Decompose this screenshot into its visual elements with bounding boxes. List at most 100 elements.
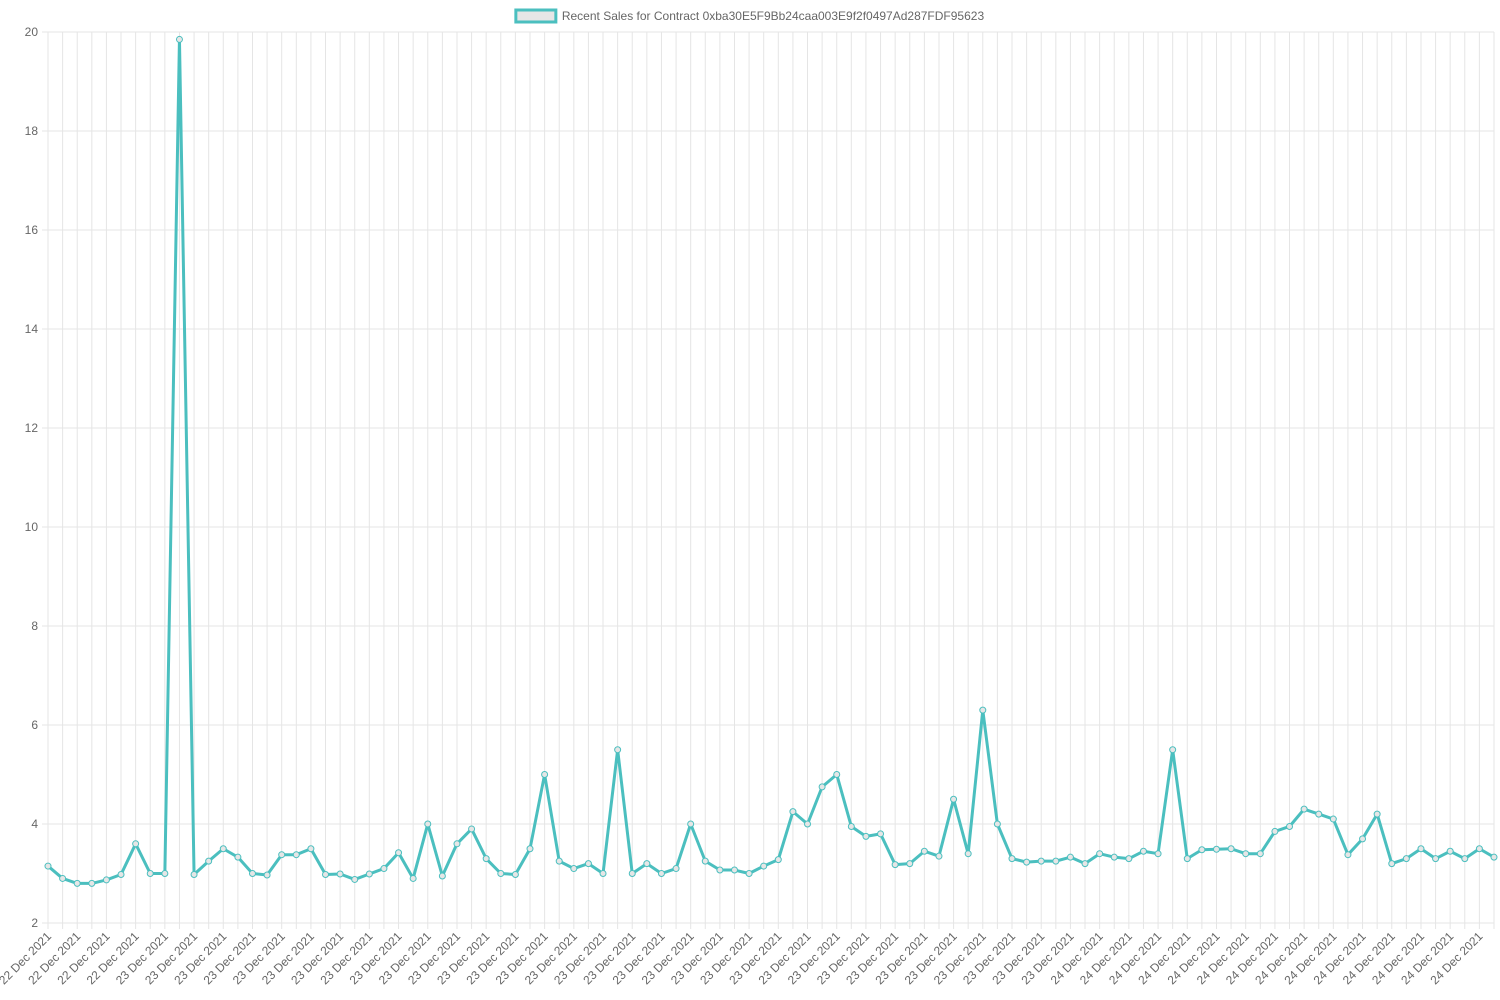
legend-label[interactable]: Recent Sales for Contract 0xba30E5F9Bb24… xyxy=(562,9,985,23)
data-point[interactable] xyxy=(1256,850,1264,858)
data-point[interactable] xyxy=(570,865,578,873)
data-point[interactable] xyxy=(847,822,855,830)
data-point[interactable] xyxy=(643,860,651,868)
data-point[interactable] xyxy=(1329,815,1337,823)
data-point[interactable] xyxy=(1388,860,1396,868)
data-point[interactable] xyxy=(1359,835,1367,843)
legend-swatch[interactable] xyxy=(514,8,558,24)
data-point[interactable] xyxy=(599,870,607,877)
data-point[interactable] xyxy=(292,851,300,859)
data-point[interactable] xyxy=(979,706,987,714)
data-point[interactable] xyxy=(453,840,461,848)
data-point[interactable] xyxy=(687,820,695,828)
data-point[interactable] xyxy=(1183,855,1191,863)
data-point[interactable] xyxy=(1402,855,1410,863)
data-point[interactable] xyxy=(1066,853,1074,861)
data-point[interactable] xyxy=(117,870,125,878)
data-point[interactable] xyxy=(935,852,943,860)
data-point[interactable] xyxy=(541,771,549,778)
data-point[interactable] xyxy=(716,866,724,874)
data-point[interactable] xyxy=(1125,855,1133,863)
data-point[interactable] xyxy=(774,856,782,864)
data-point[interactable] xyxy=(1198,846,1206,854)
data-point[interactable] xyxy=(1023,858,1031,866)
data-point[interactable] xyxy=(511,870,519,878)
data-point[interactable] xyxy=(862,832,870,840)
data-point[interactable] xyxy=(1227,845,1235,853)
data-point[interactable] xyxy=(1315,810,1323,818)
data-point[interactable] xyxy=(1300,805,1308,813)
data-point[interactable] xyxy=(877,830,885,838)
data-point[interactable] xyxy=(993,820,1001,828)
data-point[interactable] xyxy=(438,872,446,880)
data-point[interactable] xyxy=(365,870,373,878)
data-point[interactable] xyxy=(1242,850,1250,858)
data-point[interactable] xyxy=(73,879,81,887)
data-point[interactable] xyxy=(818,783,826,791)
data-point[interactable] xyxy=(424,820,432,828)
data-point[interactable] xyxy=(307,845,315,853)
data-point[interactable] xyxy=(278,851,286,859)
data-point[interactable] xyxy=(1271,827,1279,835)
data-point[interactable] xyxy=(132,840,140,848)
data-point[interactable] xyxy=(44,862,52,870)
data-point[interactable] xyxy=(1096,850,1104,858)
data-point[interactable] xyxy=(497,870,505,877)
data-point[interactable] xyxy=(701,857,709,865)
data-point[interactable] xyxy=(833,771,841,778)
data-point[interactable] xyxy=(964,850,972,858)
data-point[interactable] xyxy=(1461,855,1469,863)
data-point[interactable] xyxy=(190,870,198,878)
data-point[interactable] xyxy=(526,845,534,853)
data-point[interactable] xyxy=(950,795,958,803)
data-point[interactable] xyxy=(351,875,359,883)
data-point[interactable] xyxy=(161,870,169,877)
data-point[interactable] xyxy=(920,847,928,855)
data-point[interactable] xyxy=(1139,847,1147,855)
data-point[interactable] xyxy=(336,870,344,878)
data-point[interactable] xyxy=(1373,810,1381,818)
data-point[interactable] xyxy=(1169,746,1177,754)
data-point[interactable] xyxy=(482,855,490,863)
data-point[interactable] xyxy=(248,870,256,877)
data-point[interactable] xyxy=(1432,855,1440,863)
data-point[interactable] xyxy=(1037,857,1045,865)
data-point[interactable] xyxy=(409,874,417,882)
data-point[interactable] xyxy=(1417,845,1425,853)
legend[interactable]: Recent Sales for Contract 0xba30E5F9Bb24… xyxy=(514,8,985,24)
data-point[interactable] xyxy=(789,808,797,816)
data-point[interactable] xyxy=(672,865,680,873)
data-point[interactable] xyxy=(205,857,213,865)
data-point[interactable] xyxy=(1344,851,1352,859)
data-point[interactable] xyxy=(380,865,388,873)
data-point[interactable] xyxy=(1008,855,1016,863)
data-point[interactable] xyxy=(88,879,96,887)
data-point[interactable] xyxy=(102,876,110,884)
data-point[interactable] xyxy=(555,857,563,865)
data-point[interactable] xyxy=(1475,845,1483,853)
data-point[interactable] xyxy=(628,870,636,877)
data-point[interactable] xyxy=(1154,850,1162,858)
data-point[interactable] xyxy=(1081,860,1089,868)
data-point[interactable] xyxy=(1286,822,1294,830)
data-point[interactable] xyxy=(891,861,899,869)
data-point[interactable] xyxy=(745,870,753,877)
data-point[interactable] xyxy=(234,853,242,861)
data-point[interactable] xyxy=(1490,853,1498,861)
data-point[interactable] xyxy=(1052,857,1060,865)
data-point[interactable] xyxy=(59,874,67,882)
data-point[interactable] xyxy=(906,860,914,868)
data-point[interactable] xyxy=(614,746,622,754)
data-point[interactable] xyxy=(760,862,768,870)
data-point[interactable] xyxy=(1212,845,1220,853)
data-point[interactable] xyxy=(322,870,330,878)
data-point[interactable] xyxy=(395,849,403,857)
data-point[interactable] xyxy=(175,35,183,43)
data-point[interactable] xyxy=(657,870,665,877)
data-point[interactable] xyxy=(584,860,592,868)
data-point[interactable] xyxy=(1446,847,1454,855)
data-point[interactable] xyxy=(1110,853,1118,861)
data-point[interactable] xyxy=(730,866,738,874)
data-point[interactable] xyxy=(219,845,227,853)
data-point[interactable] xyxy=(263,871,271,879)
